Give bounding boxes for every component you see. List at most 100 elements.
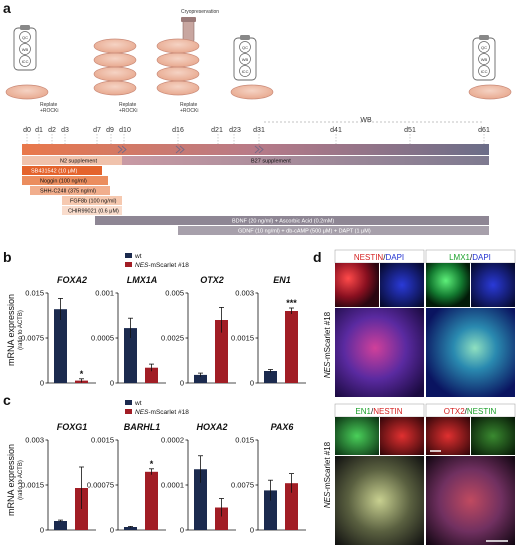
bar-wt: [194, 469, 207, 530]
bar-wt: [194, 374, 207, 383]
wb-text: WB: [22, 47, 29, 52]
label-box: [425, 249, 516, 264]
label-box: [425, 403, 516, 418]
y-tick-label: 0: [110, 379, 114, 388]
chart-lmx1a: LMX1A 0 0.0005 0.001: [91, 275, 166, 388]
day-label: d3: [61, 127, 69, 134]
bar-nes: [285, 311, 298, 383]
bar-wt: [264, 371, 277, 383]
n2-bar: [22, 156, 122, 165]
qc-clipboard-icon: QC WB ICC: [13, 25, 37, 71]
ylabel: mRNA expression: [6, 444, 16, 516]
y-tick-label: 0.005: [165, 289, 184, 298]
sb-label: SB431542 (10 μM): [31, 169, 77, 175]
day-label: d16: [172, 127, 184, 134]
gene-title: HOXA2: [196, 422, 227, 432]
chart-barhl1: BARHL1 0 0.00075 0.0015 *: [87, 422, 166, 535]
header-otx2-nestin: OTX2/NESTIN: [444, 407, 497, 416]
legend-wt-label: wt: [134, 400, 142, 407]
bar-wt: [54, 521, 67, 530]
header-nestin-dapi: NESTIN/DAPI: [354, 253, 404, 262]
bar-wt: [54, 309, 67, 383]
day-label: d9: [106, 127, 114, 134]
significance-marker: *: [80, 369, 84, 379]
sb-bar: [22, 166, 102, 175]
micrograph-merge: [426, 308, 515, 397]
wb-label: WB: [360, 117, 372, 124]
replate-label: Replate: [180, 102, 197, 108]
chir-bar: [62, 206, 122, 215]
gene-title: OTX2: [200, 275, 224, 285]
y-tick-label: 0.0002: [161, 436, 184, 445]
qc-text: QC: [22, 35, 28, 40]
culture-dish-icon: [230, 84, 274, 100]
bar-wt: [264, 490, 277, 530]
fgf8b-label: FGF8b (100 ng/ml): [70, 199, 117, 205]
y-tick-label: 0: [110, 526, 114, 535]
culture-dish-stack-icon: [93, 38, 137, 96]
cryo-tube-icon: [181, 17, 196, 43]
qc-text: QC: [481, 45, 487, 50]
bar-nes: [145, 367, 158, 383]
culture-dish-icon: [5, 84, 49, 100]
gdnf-label: GDNF (10 ng/ml) + db-cAMP (500 μM) + DAP…: [238, 229, 371, 235]
icc-text: ICC: [22, 59, 29, 64]
micrograph-merge: [335, 456, 424, 545]
bdnf-label: BDNF (20 ng/ml) + Ascorbic Acid (0.2mM): [232, 219, 334, 225]
bar-wt: [124, 527, 137, 530]
micrograph-dapi: [471, 263, 515, 307]
timeline-bar: [22, 144, 489, 155]
y-tick-label: 0.001: [95, 289, 114, 298]
header-en1-nestin: EN1/NESTIN: [355, 407, 402, 416]
bar-nes: [285, 483, 298, 530]
micrograph-lmx1: [426, 263, 470, 307]
micrograph-nestin: [380, 417, 424, 455]
header-lmx1-dapi: LMX1/DAPI: [449, 253, 491, 262]
y-tick-label: 0.0001: [161, 481, 184, 490]
chart-pax6: PAX6 0 0.0075 0.015: [231, 422, 306, 535]
micrograph-merge: [335, 308, 424, 397]
day-label: d21: [211, 127, 223, 134]
qc-clipboard-icon: QC WB ICC: [472, 35, 496, 81]
shh-bar: [30, 186, 110, 195]
significance-marker: ***: [286, 298, 297, 308]
y-tick-label: 0: [250, 379, 254, 388]
panel-c-letter: c: [3, 392, 11, 408]
gene-title: LMX1A: [127, 275, 158, 285]
icc-text: ICC: [481, 69, 488, 74]
y-tick-label: 0.00075: [87, 481, 114, 490]
icc-text: ICC: [242, 69, 249, 74]
chart-en1: EN1 0 0.0015 0.003 ***: [231, 275, 306, 388]
chir-label: CHIR99021 (0.6 μM): [68, 209, 119, 215]
ylabel-sub: (ratio to ACTB): [18, 310, 24, 350]
gene-title: EN1: [273, 275, 291, 285]
culture-dish-stack-icon: [156, 38, 200, 96]
legend-wt-label: wt: [134, 253, 142, 260]
rocki-label: +ROCKi: [119, 108, 137, 114]
day-label: d0: [23, 127, 31, 134]
ylabel-sub: (ratio to ACTB): [18, 460, 24, 500]
y-tick-label: 0.0015: [231, 334, 254, 343]
day-label: d2: [48, 127, 56, 134]
bar-wt: [124, 328, 137, 383]
micrograph-merge: [426, 456, 515, 545]
rocki-label: +ROCKi: [180, 108, 198, 114]
rocki-label: +ROCKi: [40, 108, 58, 114]
gene-title: PAX6: [271, 422, 295, 432]
y-tick-label: 0.003: [235, 289, 254, 298]
b27-bar: [122, 156, 489, 165]
day-label: d41: [330, 127, 342, 134]
legend-nes-label: NES-mScarlet #18: [135, 262, 189, 269]
significance-marker: *: [150, 459, 154, 469]
day-label: d51: [404, 127, 416, 134]
row-label-text: NES-mScarlet #18: [323, 311, 332, 378]
panel-d-letter: d: [313, 249, 322, 265]
ylabel: mRNA expression: [6, 294, 16, 366]
bar-nes: [145, 471, 158, 530]
y-tick-label: 0: [180, 526, 184, 535]
cryopreservation-label: Cryopreservation: [181, 9, 219, 15]
panel-a-letter: a: [3, 0, 11, 16]
micrograph-nestin: [471, 417, 515, 455]
legend-c: wt NES-mScarlet #18: [125, 400, 189, 416]
